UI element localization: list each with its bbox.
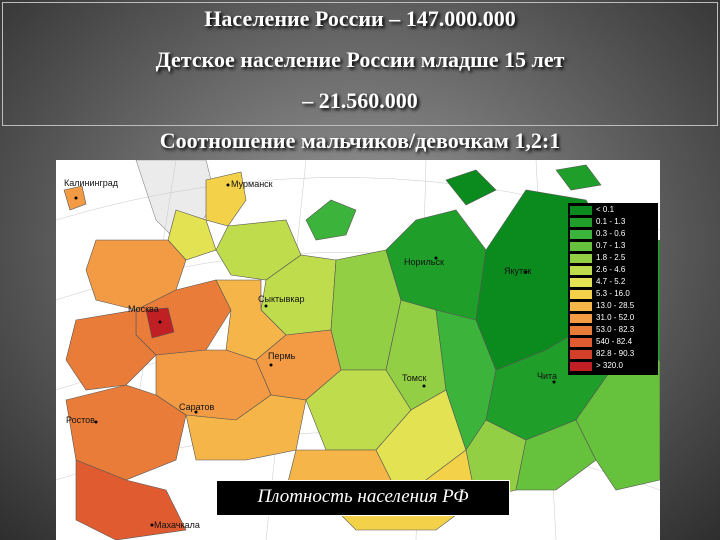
legend-label: 0.1 - 1.3 bbox=[596, 217, 626, 226]
legend-swatch bbox=[570, 230, 592, 239]
title-line-population: Население России – 147.000.000 bbox=[204, 6, 516, 31]
title-line-children-count: – 21.560.000 bbox=[302, 88, 418, 113]
city-dot-murmansk bbox=[226, 183, 230, 187]
legend-label: 31.0 - 52.0 bbox=[596, 313, 635, 322]
city-dot-tomsk bbox=[422, 384, 426, 388]
population-density-map: Калининград Мурманск Норильск Якутск Сык… bbox=[56, 160, 660, 540]
legend-row: 13.0 - 28.5 bbox=[570, 301, 658, 312]
city-label-yakutsk: Якутск bbox=[504, 266, 532, 276]
legend-row: 2.6 - 4.6 bbox=[570, 265, 658, 276]
city-label-chita: Чита bbox=[537, 371, 557, 381]
city-dot-norilsk bbox=[434, 256, 438, 260]
city-dot-makhachkala bbox=[150, 523, 154, 527]
legend-row: 31.0 - 52.0 bbox=[570, 313, 658, 324]
city-label-syktyvkar: Сыктывкар bbox=[258, 294, 305, 304]
city-dot-perm bbox=[269, 363, 273, 367]
legend-row: > 320.0 bbox=[570, 361, 658, 372]
legend-swatch bbox=[570, 206, 592, 215]
legend-swatch bbox=[570, 242, 592, 251]
city-dot-chita bbox=[552, 380, 556, 384]
legend-label: 53.0 - 82.3 bbox=[596, 325, 635, 334]
city-dot-syktyvkar bbox=[264, 304, 268, 308]
legend-label: 4.7 - 5.2 bbox=[596, 277, 626, 286]
russia-map-svg: Калининград Мурманск Норильск Якутск Сык… bbox=[56, 160, 660, 540]
region-chita bbox=[515, 419, 597, 491]
map-caption: Плотность населения РФ bbox=[257, 486, 469, 507]
region-ural-south bbox=[185, 394, 307, 461]
legend-label: 13.0 - 28.5 bbox=[596, 301, 635, 310]
legend-label: 1.8 - 2.5 bbox=[596, 253, 626, 262]
region-khabarovsk bbox=[575, 359, 660, 491]
legend-swatch bbox=[570, 338, 592, 347]
legend-label: 0.3 - 0.6 bbox=[596, 229, 626, 238]
legend-row: 0.7 - 1.3 bbox=[570, 241, 658, 252]
city-label-saratov: Саратов bbox=[179, 402, 214, 412]
title-frame bbox=[2, 2, 718, 126]
legend-swatch bbox=[570, 314, 592, 323]
legend-swatch bbox=[570, 290, 592, 299]
legend-row: 82.8 - 90.3 bbox=[570, 349, 658, 360]
city-label-tomsk: Томск bbox=[402, 373, 426, 383]
region-novaya-zemlya bbox=[305, 199, 357, 241]
city-label-moscow: Москва bbox=[128, 304, 159, 314]
region-murmansk bbox=[205, 171, 247, 227]
city-dot-yakutsk bbox=[524, 270, 528, 274]
region-caucasus bbox=[75, 459, 187, 540]
title-line-sex-ratio: Соотношение мальчиков/девочкам 1,2:1 bbox=[159, 128, 561, 153]
legend-swatch bbox=[570, 266, 592, 275]
density-legend: < 0.1 0.1 - 1.3 0.3 - 0.6 0.7 - 1.3 1.8 - 2.… bbox=[568, 203, 658, 375]
legend-swatch bbox=[570, 326, 592, 335]
legend-row: 5.3 - 16.0 bbox=[570, 289, 658, 300]
legend-row: 53.0 - 82.3 bbox=[570, 325, 658, 336]
legend-swatch bbox=[570, 254, 592, 263]
region-southwest bbox=[65, 309, 157, 391]
city-dot-moscow bbox=[158, 320, 162, 324]
legend-label: 5.3 - 16.0 bbox=[596, 289, 630, 298]
city-dot-rostov bbox=[94, 420, 98, 424]
city-label-makhachkala: Махачкала bbox=[154, 520, 200, 530]
legend-label: 82.8 - 90.3 bbox=[596, 349, 635, 358]
legend-swatch bbox=[570, 218, 592, 227]
legend-label: 2.6 - 4.6 bbox=[596, 265, 626, 274]
title-line-children: Детское население России младше 15 лет bbox=[155, 47, 565, 72]
city-dot-kaliningrad bbox=[74, 196, 78, 200]
region-karelia bbox=[167, 209, 217, 261]
legend-swatch bbox=[570, 302, 592, 311]
legend-row: < 0.1 bbox=[570, 205, 658, 216]
legend-label: > 320.0 bbox=[596, 361, 623, 370]
city-label-murmansk: Мурманск bbox=[231, 179, 273, 189]
legend-row: 540 - 82.4 bbox=[570, 337, 658, 348]
slide-title-block: Население России – 147.000.000 Детское н… bbox=[0, 0, 720, 160]
city-label-rostov: Ростов bbox=[66, 415, 95, 425]
city-label-kaliningrad: Калининград bbox=[64, 178, 119, 188]
legend-row: 0.1 - 1.3 bbox=[570, 217, 658, 228]
map-caption-box: Плотность населения РФ bbox=[216, 480, 510, 516]
city-layer: Калининград Мурманск Норильск Якутск Сык… bbox=[64, 178, 557, 530]
legend-swatch bbox=[570, 350, 592, 359]
legend-swatch bbox=[570, 278, 592, 287]
legend-swatch bbox=[570, 362, 592, 371]
city-dot-saratov bbox=[194, 410, 198, 414]
legend-row: 1.8 - 2.5 bbox=[570, 253, 658, 264]
legend-label: 540 - 82.4 bbox=[596, 337, 633, 346]
legend-row: 0.3 - 0.6 bbox=[570, 229, 658, 240]
region-severnaya-zemlya bbox=[445, 169, 497, 206]
legend-label: 0.7 - 1.3 bbox=[596, 241, 626, 250]
legend-row: 4.7 - 5.2 bbox=[570, 277, 658, 288]
city-label-perm: Пермь bbox=[268, 351, 296, 361]
legend-label: < 0.1 bbox=[596, 205, 615, 214]
city-label-norilsk: Норильск bbox=[404, 257, 444, 267]
region-new-siberian-islands bbox=[555, 164, 602, 191]
